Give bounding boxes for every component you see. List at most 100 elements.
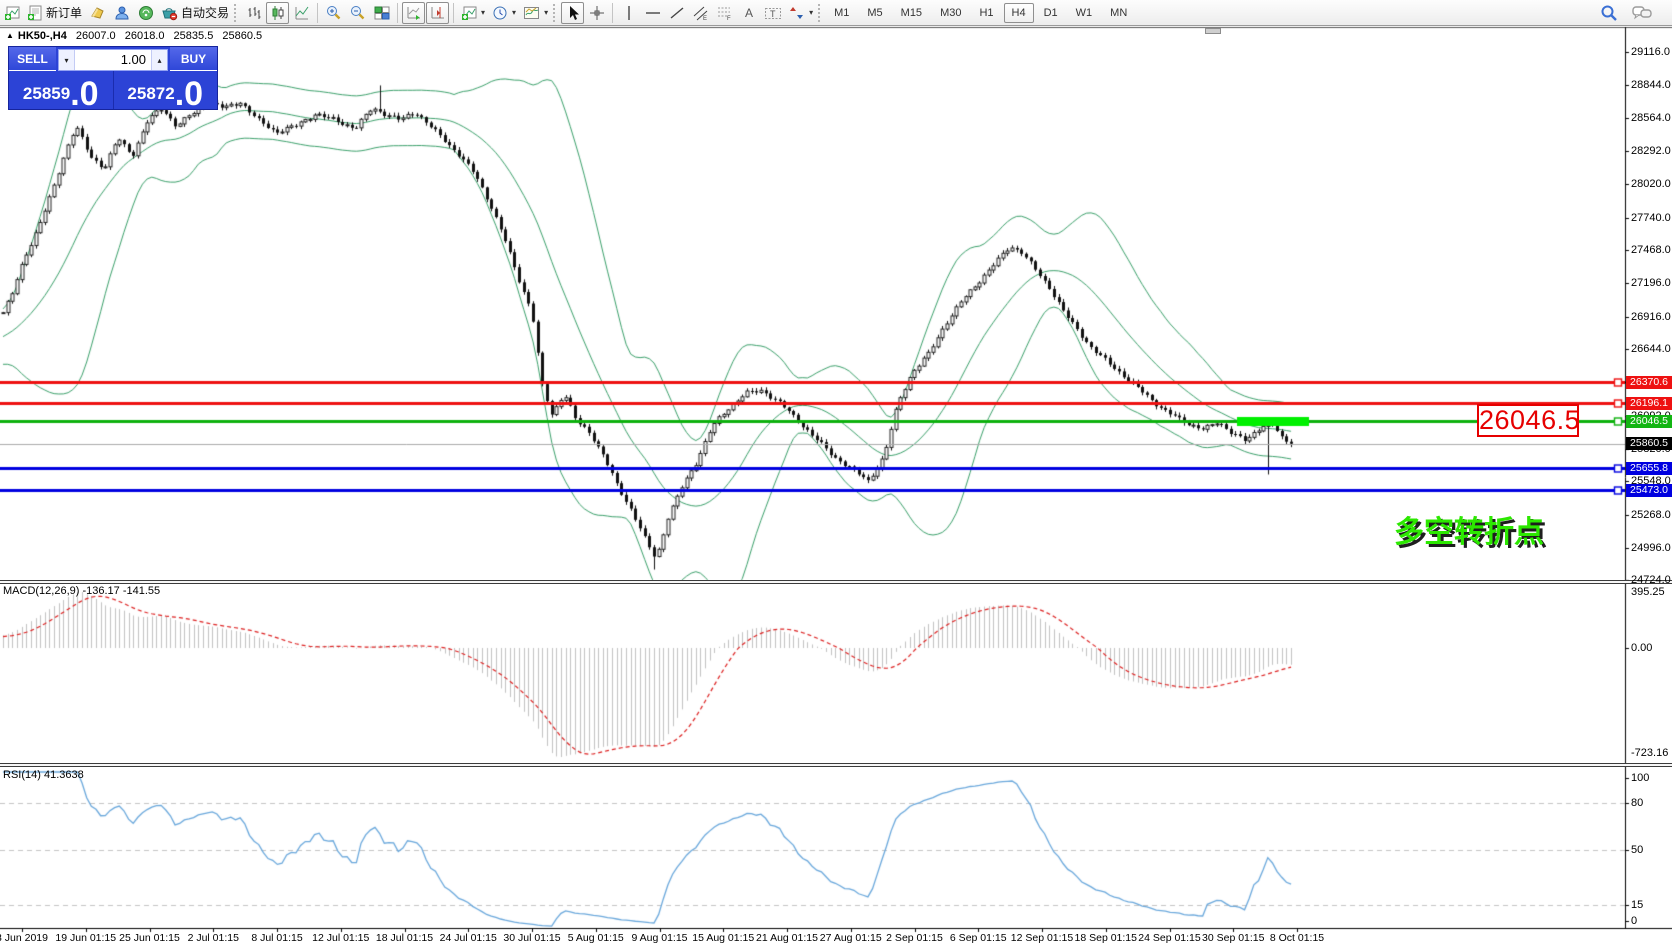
rsi-axis-label: 15 [1631, 898, 1644, 911]
panel-collapse-icon[interactable]: ▲ [6, 31, 14, 40]
price-callout-label[interactable]: 26046.5 [1477, 404, 1581, 437]
sell-button[interactable]: SELL [9, 47, 56, 71]
new-order-button[interactable]: 新订单 [24, 2, 85, 24]
new-chart-button[interactable] [0, 2, 23, 24]
timeframe-button-m5[interactable]: M5 [859, 3, 890, 23]
toolbar: 新订单 自动交易 [0, 0, 1672, 26]
auto-scroll-button[interactable] [402, 1, 426, 24]
fibonacci-tool-button[interactable]: F [713, 2, 736, 24]
zoom-out-button[interactable] [346, 2, 369, 24]
price-axis-label: 26916.0 [1631, 310, 1671, 323]
buy-button[interactable]: BUY [170, 47, 217, 71]
low-value: 25835.5 [173, 30, 214, 42]
chart-shift-icon [431, 6, 444, 18]
open-value: 26007.0 [75, 30, 116, 42]
chinese-annotation[interactable]: 多空转折点 [1394, 516, 1544, 549]
price-axis-label: 27196.0 [1631, 277, 1671, 290]
rsi-indicator-label: RSI(14) 41.3638 [3, 769, 84, 781]
signals-button[interactable] [134, 2, 157, 24]
community-button[interactable] [110, 2, 133, 24]
toolbar-separator [453, 2, 455, 23]
text-tool-button[interactable]: A [737, 2, 760, 24]
macd-axis-label: 395.25 [1631, 586, 1665, 598]
chevron-down-icon: ▾ [544, 8, 549, 17]
timeframe-button-m15[interactable]: M15 [893, 3, 930, 23]
price-axis-badge: 26370.6 [1626, 376, 1672, 389]
trendline-tool-button[interactable] [665, 2, 688, 24]
price-axis-badge: 26196.1 [1626, 397, 1672, 410]
timeframe-button-h4[interactable]: H4 [1003, 2, 1034, 23]
line-chart-icon [295, 6, 308, 19]
pane-separator-rsi[interactable] [0, 763, 1672, 767]
chart-shift-button[interactable] [426, 1, 450, 24]
date-axis-label: 5 Aug 01:15 [567, 932, 624, 944]
periods-button[interactable]: ▾ [489, 2, 519, 24]
candle-chart-type-button[interactable] [266, 1, 290, 24]
indicators-button[interactable]: ▾ [458, 2, 488, 24]
arrows-tool-button[interactable]: ▾ [786, 2, 816, 24]
zoom-in-button[interactable] [322, 2, 345, 24]
vertical-line-tool-button[interactable] [617, 2, 640, 24]
cursor-icon [569, 5, 579, 20]
price-axis-label: 28020.0 [1631, 177, 1671, 190]
toolbar-separator [397, 2, 399, 23]
autotrading-button[interactable]: 自动交易 [158, 2, 232, 24]
search-icon[interactable] [1600, 4, 1618, 22]
chevron-down-icon: ▾ [481, 8, 486, 17]
date-axis-label: 24 Sep 01:15 [1138, 932, 1201, 944]
horizontal-line-icon [645, 11, 660, 14]
date-axis-label: 8 Oct 01:15 [1269, 932, 1325, 944]
price-axis-label: 26644.0 [1631, 343, 1671, 356]
rsi-axis-label: 100 [1631, 772, 1650, 784]
pane-separator-macd[interactable] [0, 580, 1672, 584]
tile-windows-icon [374, 6, 390, 19]
volume-decrease-button[interactable] [59, 50, 75, 70]
volume-increase-button[interactable] [151, 50, 167, 70]
timeframe-button-h1[interactable]: H1 [971, 3, 1001, 23]
gold-marker-icon [91, 6, 104, 19]
crosshair-tool-button[interactable] [585, 2, 608, 24]
one-click-trade-panel: SELL 1.00 BUY 25859.0 25872.0 [8, 46, 218, 111]
buy-price[interactable]: 25872.0 [112, 71, 218, 111]
clock-icon [493, 6, 507, 19]
line-chart-type-button[interactable] [290, 2, 313, 24]
tile-windows-button[interactable] [370, 2, 393, 24]
volume-value[interactable]: 1.00 [120, 52, 146, 67]
timeframe-button-w1[interactable]: W1 [1068, 3, 1101, 23]
svg-text:F: F [727, 16, 731, 21]
symbol-label: HK50-,H4 [17, 30, 67, 42]
text-label-tool-button[interactable]: T [761, 2, 785, 24]
date-axis-label: 12 Sep 01:15 [1010, 932, 1074, 944]
timeframe-button-mn[interactable]: MN [1102, 3, 1135, 23]
date-axis-label: 6 Sep 01:15 [949, 932, 1007, 944]
timeframe-button-m30[interactable]: M30 [932, 3, 969, 23]
chart-hscroll-thumb[interactable] [1205, 28, 1221, 34]
rsi-axis-label: 80 [1631, 797, 1644, 810]
date-axis-label: 15 Aug 01:15 [692, 932, 755, 944]
templates-button[interactable]: ▾ [520, 2, 551, 24]
template-icon [524, 6, 540, 19]
arrow-objects-icon [790, 6, 804, 19]
cursor-tool-button[interactable] [561, 1, 585, 24]
indicators-icon [462, 6, 477, 20]
market-watch-button[interactable] [86, 2, 109, 24]
zoom-out-icon [351, 5, 365, 19]
date-axis-label: 2 Jul 01:15 [187, 932, 239, 944]
chevron-down-icon: ▾ [809, 8, 814, 17]
timeframe-button-m1[interactable]: M1 [826, 3, 857, 23]
date-axis-label: 24 Jul 01:15 [439, 932, 497, 944]
auto-scroll-icon [407, 6, 420, 20]
price-axis-label: 27468.0 [1631, 244, 1671, 257]
svg-text:E: E [703, 16, 707, 21]
chat-icon[interactable] [1632, 4, 1652, 22]
horizontal-line-tool-button[interactable] [641, 2, 664, 24]
timeframe-button-d1[interactable]: D1 [1036, 3, 1066, 23]
order-form-icon [28, 5, 42, 20]
channel-tool-button[interactable]: E [689, 2, 712, 24]
bar-chart-type-button[interactable] [242, 2, 265, 24]
signal-orb-icon [138, 5, 153, 20]
high-value: 26018.0 [124, 30, 165, 42]
sell-price[interactable]: 25859.0 [9, 71, 113, 111]
